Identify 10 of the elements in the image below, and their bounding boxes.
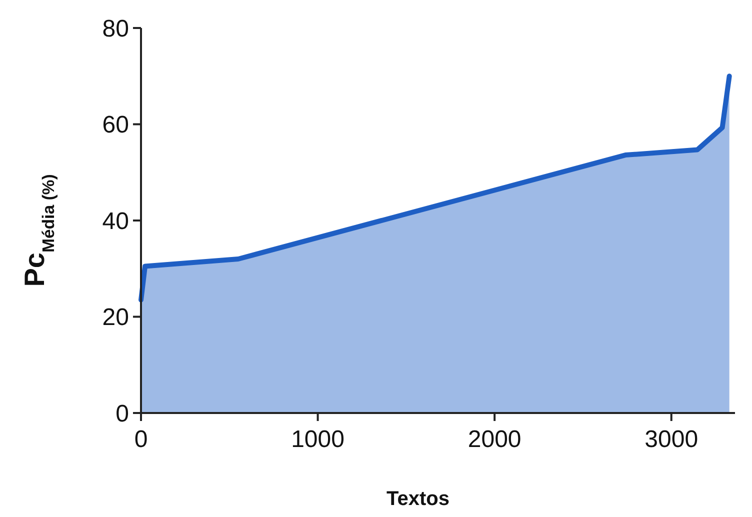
y-tick-label: 40 <box>102 208 129 235</box>
x-axis-title: Textos <box>386 488 450 510</box>
x-tick-label: 1000 <box>291 426 344 453</box>
y-tick-label: 0 <box>116 400 129 428</box>
y-tick-label: 60 <box>102 112 129 139</box>
y-tick-label: 80 <box>102 15 129 42</box>
x-tick-label: 2000 <box>468 426 522 453</box>
y-tick-label: 20 <box>102 304 129 332</box>
x-tick-label: 0 <box>134 426 148 453</box>
x-tick-label: 3000 <box>644 426 698 453</box>
